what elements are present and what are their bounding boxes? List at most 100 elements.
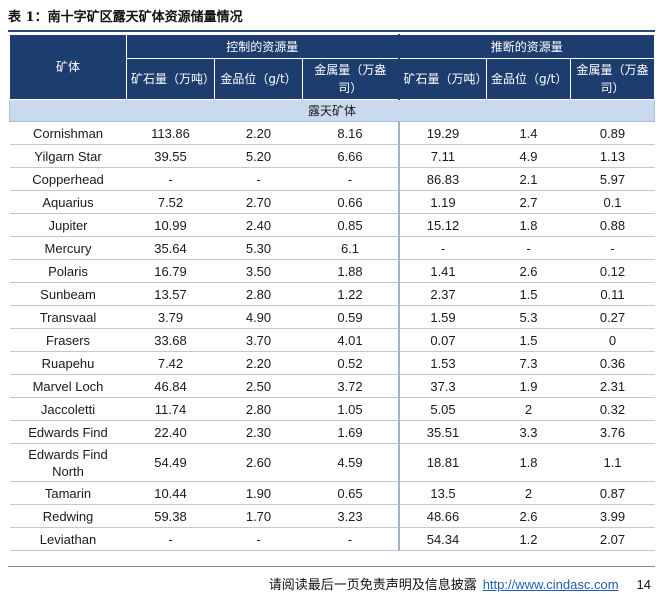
table-cell: 3.76 [570, 420, 655, 444]
table-cell: 3.50 [214, 259, 303, 283]
resource-table: 矿体 控制的资源量 推断的资源量 矿石量（万吨） 金品位（g/t） 金属量（万盎… [9, 34, 655, 551]
table-cell: 8.16 [302, 121, 399, 145]
col-controlled-ore: 矿石量（万吨） [126, 58, 215, 100]
table-cell: 86.83 [397, 167, 487, 191]
table-row: Edwards Find North 54.49 2.60 4.59 18.81 1.8 1… [9, 443, 655, 482]
table-cell: 16.79 [126, 259, 215, 283]
table-cell: 2.80 [214, 397, 303, 421]
table-cell: 10.99 [126, 213, 215, 237]
table-cell: 0.85 [302, 213, 399, 237]
ore-body-name: Marvel Loch [9, 374, 127, 398]
table-cell: 22.40 [126, 420, 215, 444]
table-cell: 5.30 [214, 236, 303, 260]
table-cell: 2.20 [214, 121, 303, 145]
table-cell: 0 [570, 328, 655, 352]
table-row: Cornishman 113.86 2.20 8.16 19.29 1.4 0.89 [9, 121, 655, 145]
ore-body-name: Copperhead [9, 167, 127, 191]
ore-body-name: Sunbeam [9, 282, 127, 306]
table-cell: 2 [486, 397, 571, 421]
table-cell: 0.07 [397, 328, 487, 352]
footer-divider [8, 566, 655, 567]
table-cell: 2.60 [214, 443, 303, 482]
table-cell: 1.8 [486, 213, 571, 237]
col-group-controlled: 控制的资源量 [126, 34, 399, 59]
table-cell: - [214, 167, 303, 191]
table-cell: - [302, 167, 399, 191]
table-cell: 0.87 [570, 481, 655, 505]
table-cell: 11.74 [126, 397, 215, 421]
table-row: Redwing 59.38 1.70 3.23 48.66 2.6 3.99 [9, 504, 655, 528]
table-cell: 10.44 [126, 481, 215, 505]
disclaimer-text: 请阅读最后一页免责声明及信息披露 [268, 578, 477, 593]
table-cell: 6.1 [302, 236, 399, 260]
table-cell: 46.84 [126, 374, 215, 398]
ore-body-name: Edwards Find North [9, 443, 127, 482]
table-cell: 3.79 [126, 305, 215, 329]
table-cell: 6.66 [302, 144, 399, 168]
col-ore-body: 矿体 [9, 34, 127, 100]
table-cell: 1.05 [302, 397, 399, 421]
section-open-pit: 露天矿体 [9, 99, 655, 122]
website-link[interactable]: http://www.cindasc.com [482, 577, 619, 592]
table-cell: 2.80 [214, 282, 303, 306]
table-cell: 2.70 [214, 190, 303, 214]
ore-body-name: Yilgarn Star [9, 144, 127, 168]
table-cell: 0.12 [570, 259, 655, 283]
table-cell: 2.6 [486, 504, 571, 528]
table-row: Aquarius 7.52 2.70 0.66 1.19 2.7 0.1 [9, 190, 655, 214]
ore-body-name: Mercury [9, 236, 127, 260]
table-cell: 4.90 [214, 305, 303, 329]
table-cell: 2.1 [486, 167, 571, 191]
table-cell: - [126, 167, 215, 191]
col-controlled-grade: 金品位（g/t） [214, 58, 303, 100]
table-cell: 2.6 [486, 259, 571, 283]
table-cell: 2.7 [486, 190, 571, 214]
col-inferred-metal: 金属量（万盎司） [570, 58, 655, 100]
table-cell: 5.97 [570, 167, 655, 191]
table-cell: 37.3 [397, 374, 487, 398]
col-controlled-metal: 金属量（万盎司） [302, 58, 399, 100]
table-cell: - [126, 527, 215, 551]
table-cell: 18.81 [397, 443, 487, 482]
table-cell: 35.51 [397, 420, 487, 444]
table-cell: 15.12 [397, 213, 487, 237]
col-group-inferred: 推断的资源量 [397, 34, 655, 59]
table-row: Ruapehu 7.42 2.20 0.52 1.53 7.3 0.36 [9, 351, 655, 375]
table-row: Tamarin 10.44 1.90 0.65 13.5 2 0.87 [9, 481, 655, 505]
table-cell: 3.72 [302, 374, 399, 398]
table-cell: 0.52 [302, 351, 399, 375]
table-cell: 2.20 [214, 351, 303, 375]
table-caption: 表 1：南十字矿区露天矿体资源储量情况 [8, 10, 243, 25]
table-cell: 5.3 [486, 305, 571, 329]
table-cell: 1.69 [302, 420, 399, 444]
table-cell: 1.22 [302, 282, 399, 306]
table-cell: 1.2 [486, 527, 571, 551]
ore-body-name: Edwards Find [9, 420, 127, 444]
table-cell: 59.38 [126, 504, 215, 528]
table-cell: - [570, 236, 655, 260]
table-cell: 2.07 [570, 527, 655, 551]
caption-divider [8, 30, 655, 32]
table-row: Polaris 16.79 3.50 1.88 1.41 2.6 0.12 [9, 259, 655, 283]
table-cell: 2.50 [214, 374, 303, 398]
table-cell: 3.23 [302, 504, 399, 528]
table-cell: 4.9 [486, 144, 571, 168]
ore-body-name: Polaris [9, 259, 127, 283]
table-cell: 3.70 [214, 328, 303, 352]
ore-body-name: Jupiter [9, 213, 127, 237]
table-cell: 0.32 [570, 397, 655, 421]
table-cell: 4.59 [302, 443, 399, 482]
table-cell: 1.41 [397, 259, 487, 283]
ore-body-name: Redwing [9, 504, 127, 528]
table-cell: 7.42 [126, 351, 215, 375]
table-cell: 0.66 [302, 190, 399, 214]
ore-body-name: Leviathan [9, 527, 127, 551]
table-cell: 54.34 [397, 527, 487, 551]
ore-body-name: Ruapehu [9, 351, 127, 375]
table-cell: 5.20 [214, 144, 303, 168]
table-cell: 113.86 [126, 121, 215, 145]
table-cell: 7.3 [486, 351, 571, 375]
ore-body-name: Transvaal [9, 305, 127, 329]
ore-body-name: Jaccoletti [9, 397, 127, 421]
table-row: Marvel Loch 46.84 2.50 3.72 37.3 1.9 2.31 [9, 374, 655, 398]
